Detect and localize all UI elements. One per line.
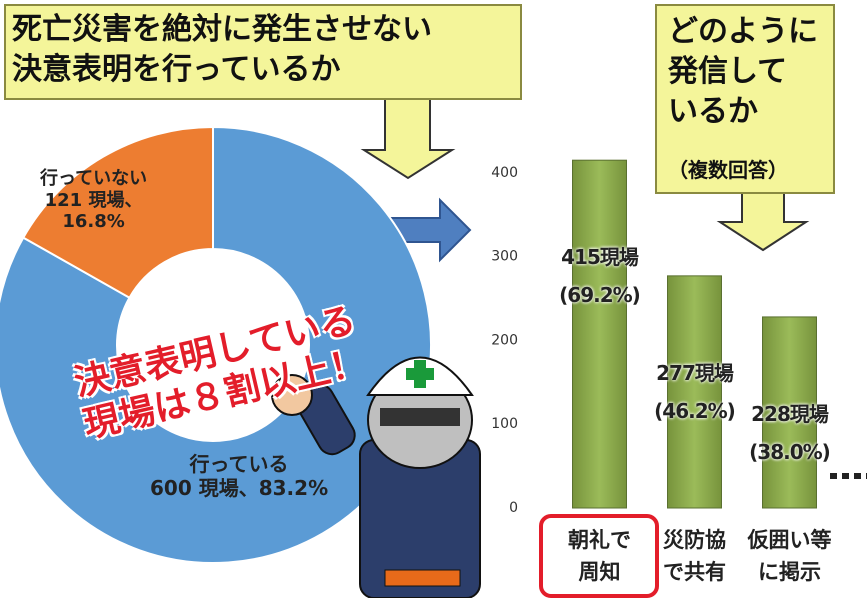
bar-value-label: 228現場 — [730, 402, 850, 426]
bar-subtitle: （複数回答） — [668, 158, 788, 182]
bar — [573, 160, 627, 508]
x-tick-label: 仮囲い等 に掲示 — [740, 524, 840, 588]
callout-arrow — [364, 98, 452, 178]
y-tick-label: 0 — [509, 500, 518, 516]
donut-title: 死亡災害を絶対に発生させない 決意表明を行っているか — [12, 10, 432, 90]
y-tick-label: 300 — [491, 249, 518, 265]
bar — [668, 276, 722, 508]
worker-belt — [385, 570, 460, 586]
slice-category: 行っている — [190, 452, 289, 476]
bar-title: どのように 発信して いるか — [668, 12, 818, 132]
x-tick-label: 朝礼で 周知 — [550, 524, 650, 588]
bar-value-label: 277現場 — [635, 361, 755, 385]
bar-percent-label: (38.0%) — [730, 440, 850, 464]
x-tick-label: 災防協 で共有 — [645, 524, 745, 588]
infographic: 0 100 200 300 400 死亡災害を絶対に発生させない 決意表明を行っているか… — [0, 0, 867, 598]
slice-count: 600 現場、 — [150, 476, 259, 500]
worker-glasses — [380, 408, 460, 426]
callout-arrow — [720, 192, 806, 250]
slice-value: 83.2% — [259, 476, 328, 500]
y-tick-label: 100 — [491, 416, 518, 432]
slice-value: 16.8% — [62, 211, 124, 232]
bar-percent-label: (69.2%) — [540, 283, 660, 307]
bar-value-label: 415現場 — [540, 245, 660, 269]
y-tick-label: 200 — [491, 332, 518, 348]
slice-category: 行っていない — [40, 168, 147, 189]
y-tick-label: 400 — [491, 165, 518, 181]
slice-count: 121 現場、 — [45, 190, 143, 211]
